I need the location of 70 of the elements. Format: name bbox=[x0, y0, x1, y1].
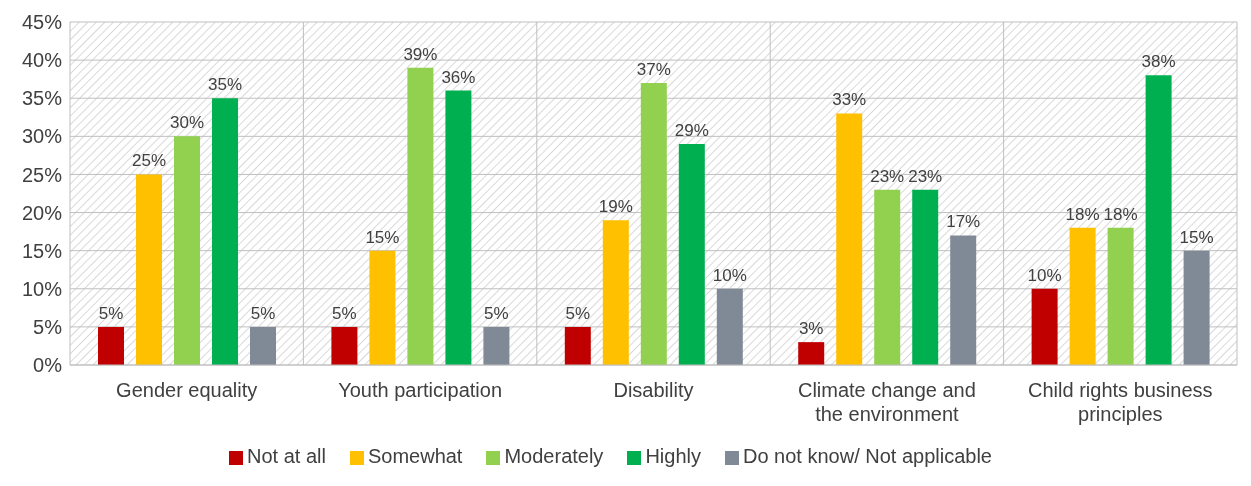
data-label: 23% bbox=[908, 166, 943, 186]
legend-label: Highly bbox=[645, 445, 701, 467]
bar bbox=[98, 326, 125, 365]
legend-label: Do not know/ Not applicable bbox=[742, 445, 992, 467]
bar bbox=[1145, 75, 1172, 365]
data-label: 36% bbox=[441, 67, 476, 87]
x-tick-label: Climate change and the environment bbox=[797, 379, 976, 425]
data-label: 37% bbox=[636, 59, 671, 79]
bar bbox=[1069, 227, 1096, 365]
data-label: 18% bbox=[1065, 204, 1100, 224]
data-label: 38% bbox=[1141, 52, 1176, 72]
bar bbox=[1183, 250, 1210, 365]
bar bbox=[602, 220, 629, 365]
bar bbox=[136, 174, 163, 365]
bar bbox=[483, 326, 510, 365]
x-tick-label: Disability bbox=[613, 379, 694, 401]
data-label: 33% bbox=[832, 90, 867, 110]
data-label: 10% bbox=[712, 265, 747, 285]
data-label: 5% bbox=[332, 303, 357, 323]
bar bbox=[445, 90, 472, 365]
x-tick-label: Gender equality bbox=[116, 379, 258, 401]
data-label: 15% bbox=[365, 227, 400, 247]
data-label: 30% bbox=[169, 113, 205, 133]
bar bbox=[369, 250, 396, 365]
bar bbox=[798, 342, 825, 365]
bar bbox=[1107, 227, 1134, 365]
bar bbox=[836, 113, 863, 365]
bar bbox=[874, 189, 901, 365]
y-tick-label: 25% bbox=[21, 163, 63, 186]
x-tick-label: Child rights business principles bbox=[1028, 379, 1213, 425]
bar bbox=[1031, 288, 1058, 365]
bar bbox=[250, 326, 277, 365]
data-label: 18% bbox=[1103, 204, 1138, 224]
data-label: 5% bbox=[250, 303, 276, 323]
data-label: 5% bbox=[484, 303, 509, 323]
data-label: 3% bbox=[798, 319, 824, 339]
bar bbox=[564, 326, 591, 365]
data-label: 5% bbox=[565, 303, 591, 323]
legend-label: Somewhat bbox=[367, 445, 463, 467]
legend-label: Moderately bbox=[504, 445, 604, 467]
y-tick-label: 0% bbox=[33, 354, 63, 377]
data-label: 23% bbox=[870, 166, 905, 186]
bar bbox=[331, 326, 358, 365]
bar bbox=[174, 136, 201, 365]
y-tick-label: 45% bbox=[21, 11, 63, 34]
bar bbox=[678, 143, 705, 365]
y-tick-label: 15% bbox=[21, 239, 63, 262]
data-label: 35% bbox=[207, 75, 243, 95]
bar bbox=[640, 82, 667, 365]
data-label: 29% bbox=[674, 120, 709, 140]
data-label: 15% bbox=[1179, 227, 1214, 247]
y-tick-label: 5% bbox=[33, 315, 63, 338]
bar bbox=[912, 189, 939, 365]
bar bbox=[716, 288, 743, 365]
x-tick-label: Youth participation bbox=[338, 379, 503, 401]
data-label: 5% bbox=[98, 303, 124, 323]
y-tick-label: 40% bbox=[21, 49, 63, 72]
legend-label: Not at all bbox=[247, 445, 326, 467]
y-tick-label: 35% bbox=[21, 87, 63, 110]
data-label: 19% bbox=[598, 197, 633, 217]
data-label: 25% bbox=[131, 151, 167, 171]
bar bbox=[950, 235, 977, 365]
data-label: 39% bbox=[403, 44, 438, 64]
data-label: 17% bbox=[946, 212, 981, 232]
bar bbox=[212, 98, 239, 365]
bar bbox=[407, 67, 434, 365]
y-tick-label: 30% bbox=[21, 125, 63, 148]
y-tick-label: 20% bbox=[21, 201, 63, 224]
data-label: 10% bbox=[1027, 265, 1062, 285]
y-tick-label: 10% bbox=[21, 277, 63, 300]
